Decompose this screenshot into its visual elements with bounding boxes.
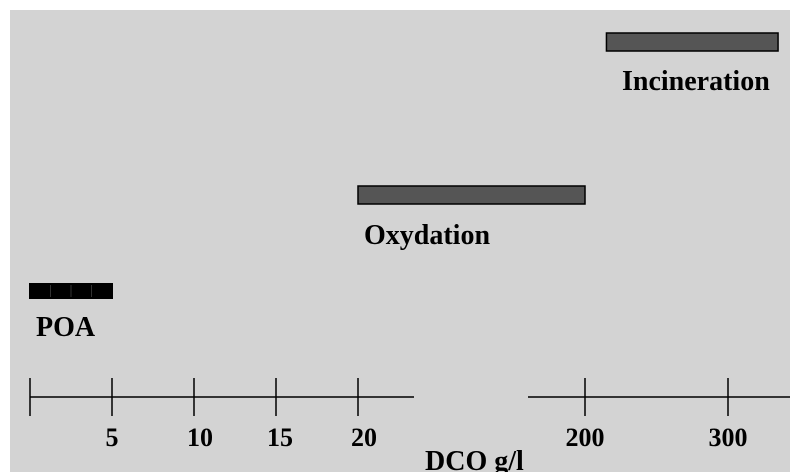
x-axis: DCO g/l [30,396,790,472]
x-axis-ticks: 5 10 15 20 200 300 [29,378,748,452]
range-bars: Incineration Oxydation POA [29,32,779,343]
x-tick-label-300: 300 [709,423,748,452]
plot-background [10,10,790,472]
x-tick-label-200: 200 [566,423,605,452]
oxydation-label: Oxydation [364,220,490,251]
x-tick-label-10: 10 [187,423,213,452]
x-tick-label-15: 15 [267,423,293,452]
poa-label: POA [36,312,96,343]
x-tick-label-5: 5 [106,423,119,452]
incineration-label: Incineration [622,66,770,97]
incineration-bar [605,32,779,52]
x-tick-label-20: 20 [351,423,377,452]
x-axis-title: DCO g/l [425,446,524,472]
oxydation-bar [357,185,586,205]
